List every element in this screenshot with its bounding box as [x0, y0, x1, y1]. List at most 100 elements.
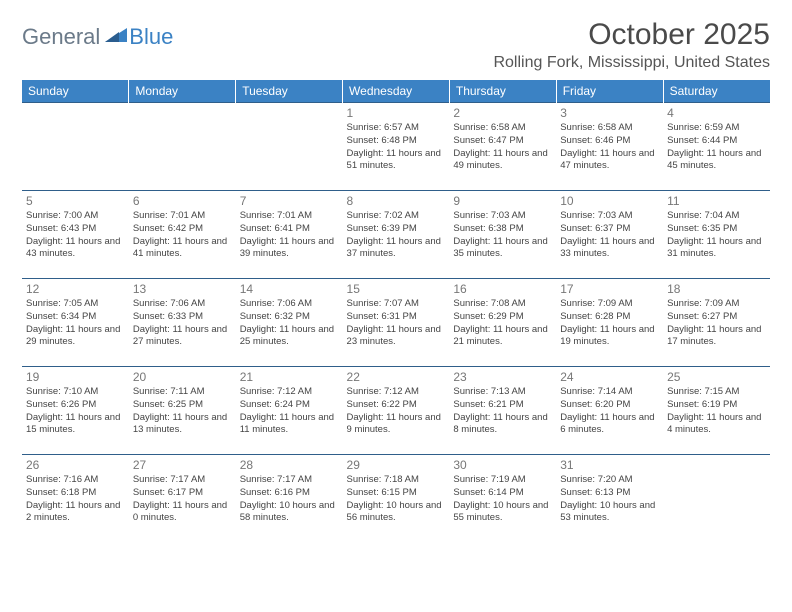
- calendar-day-cell: 22Sunrise: 7:12 AMSunset: 6:22 PMDayligh…: [343, 367, 450, 455]
- calendar-day-cell: 16 Sunrise: 7:08 AMSunset: 6:29 PMDayligh…: [449, 279, 556, 367]
- weekday-header: Tuesday: [236, 80, 343, 103]
- day-info: Sunrise: 7:05 AMSunset: 6:34 PMDaylight:…: [26, 298, 125, 349]
- calendar-day-cell: 18 Sunrise: 7:09 AMSunset: 6:27 PMDayligh…: [663, 279, 770, 367]
- day-info: Sunrise: 7:13 AMSunset: 6:21 PMDaylight:…: [453, 386, 552, 437]
- day-info: Sunrise: 6:57 AMSunset: 6:48 PMDaylight:…: [347, 122, 446, 173]
- day-info: Sunrise: 7:09 AMSunset: 6:27 PMDaylight:…: [667, 298, 766, 349]
- day-info: Sunrise: 6:59 AMSunset: 6:44 PMDaylight:…: [667, 122, 766, 173]
- day-number: 30: [453, 458, 552, 472]
- day-info: Sunrise: 7:04 AMSunset: 6:35 PMDaylight:…: [667, 210, 766, 261]
- calendar-day-cell: 10Sunrise: 7:03 AMSunset: 6:37 PMDayligh…: [556, 191, 663, 279]
- day-number: 29: [347, 458, 446, 472]
- calendar-empty-cell: [22, 103, 129, 191]
- day-info: Sunrise: 7:12 AMSunset: 6:24 PMDaylight:…: [240, 386, 339, 437]
- day-number: 27: [133, 458, 232, 472]
- day-info: Sunrise: 7:18 AMSunset: 6:15 PMDaylight:…: [347, 474, 446, 525]
- day-number: 28: [240, 458, 339, 472]
- day-info: Sunrise: 7:20 AMSunset: 6:13 PMDaylight:…: [560, 474, 659, 525]
- day-number: 13: [133, 282, 232, 296]
- calendar-empty-cell: [663, 455, 770, 543]
- logo-text-blue: Blue: [129, 24, 173, 50]
- day-info: Sunrise: 7:00 AMSunset: 6:43 PMDaylight:…: [26, 210, 125, 261]
- day-info: Sunrise: 7:09 AMSunset: 6:28 PMDaylight:…: [560, 298, 659, 349]
- calendar-empty-cell: [236, 103, 343, 191]
- calendar-day-cell: 8 Sunrise: 7:02 AMSunset: 6:39 PMDaylight…: [343, 191, 450, 279]
- month-title: October 2025: [493, 18, 770, 52]
- weekday-header: Wednesday: [343, 80, 450, 103]
- day-number: 19: [26, 370, 125, 384]
- day-number: 26: [26, 458, 125, 472]
- location: Rolling Fork, Mississippi, United States: [493, 54, 770, 72]
- day-info: Sunrise: 7:01 AMSunset: 6:41 PMDaylight:…: [240, 210, 339, 261]
- calendar-row: 1 Sunrise: 6:57 AMSunset: 6:48 PMDaylight…: [22, 103, 770, 191]
- calendar-day-cell: 24Sunrise: 7:14 AMSunset: 6:20 PMDayligh…: [556, 367, 663, 455]
- day-info: Sunrise: 7:06 AMSunset: 6:33 PMDaylight:…: [133, 298, 232, 349]
- weekday-header: Monday: [129, 80, 236, 103]
- day-number: 3: [560, 106, 659, 120]
- calendar-day-cell: 17Sunrise: 7:09 AMSunset: 6:28 PMDayligh…: [556, 279, 663, 367]
- day-info: Sunrise: 7:17 AMSunset: 6:17 PMDaylight:…: [133, 474, 232, 525]
- day-info: Sunrise: 7:01 AMSunset: 6:42 PMDaylight:…: [133, 210, 232, 261]
- calendar-day-cell: 27 Sunrise: 7:17 AMSunset: 6:17 PMDayligh…: [129, 455, 236, 543]
- day-number: 18: [667, 282, 766, 296]
- day-number: 5: [26, 194, 125, 208]
- weekday-header: Thursday: [449, 80, 556, 103]
- day-number: 6: [133, 194, 232, 208]
- calendar-header-row: SundayMondayTuesdayWednesdayThursdayFrid…: [22, 80, 770, 103]
- calendar-day-cell: 12 Sunrise: 7:05 AMSunset: 6:34 PMDayligh…: [22, 279, 129, 367]
- day-number: 15: [347, 282, 446, 296]
- calendar-table: SundayMondayTuesdayWednesdayThursdayFrid…: [22, 80, 770, 543]
- calendar-day-cell: 21Sunrise: 7:12 AMSunset: 6:24 PMDayligh…: [236, 367, 343, 455]
- calendar-day-cell: 26 Sunrise: 7:16 AMSunset: 6:18 PMDayligh…: [22, 455, 129, 543]
- calendar-day-cell: 7 Sunrise: 7:01 AMSunset: 6:41 PMDaylight…: [236, 191, 343, 279]
- day-number: 16: [453, 282, 552, 296]
- day-info: Sunrise: 7:03 AMSunset: 6:38 PMDaylight:…: [453, 210, 552, 261]
- logo-text-general: General: [22, 24, 100, 50]
- day-info: Sunrise: 7:11 AMSunset: 6:25 PMDaylight:…: [133, 386, 232, 437]
- weekday-header: Sunday: [22, 80, 129, 103]
- calendar-day-cell: 19Sunrise: 7:10 AMSunset: 6:26 PMDayligh…: [22, 367, 129, 455]
- day-number: 20: [133, 370, 232, 384]
- calendar-day-cell: 23Sunrise: 7:13 AMSunset: 6:21 PMDayligh…: [449, 367, 556, 455]
- day-info: Sunrise: 7:17 AMSunset: 6:16 PMDaylight:…: [240, 474, 339, 525]
- calendar-day-cell: 13 Sunrise: 7:06 AMSunset: 6:33 PMDayligh…: [129, 279, 236, 367]
- day-number: 7: [240, 194, 339, 208]
- day-info: Sunrise: 7:19 AMSunset: 6:14 PMDaylight:…: [453, 474, 552, 525]
- day-number: 2: [453, 106, 552, 120]
- calendar-row: 5 Sunrise: 7:00 AMSunset: 6:43 PMDaylight…: [22, 191, 770, 279]
- calendar-day-cell: 3 Sunrise: 6:58 AMSunset: 6:46 PMDaylight…: [556, 103, 663, 191]
- page-header: General Blue October 2025 Rolling Fork, …: [22, 18, 770, 72]
- day-info: Sunrise: 7:02 AMSunset: 6:39 PMDaylight:…: [347, 210, 446, 261]
- day-number: 8: [347, 194, 446, 208]
- weekday-header: Saturday: [663, 80, 770, 103]
- calendar-empty-cell: [129, 103, 236, 191]
- day-info: Sunrise: 7:08 AMSunset: 6:29 PMDaylight:…: [453, 298, 552, 349]
- calendar-day-cell: 9 Sunrise: 7:03 AMSunset: 6:38 PMDaylight…: [449, 191, 556, 279]
- calendar-day-cell: 30 Sunrise: 7:19 AMSunset: 6:14 PMDayligh…: [449, 455, 556, 543]
- calendar-body: 1 Sunrise: 6:57 AMSunset: 6:48 PMDaylight…: [22, 103, 770, 543]
- logo: General Blue: [22, 24, 173, 50]
- day-info: Sunrise: 7:15 AMSunset: 6:19 PMDaylight:…: [667, 386, 766, 437]
- calendar-day-cell: 31Sunrise: 7:20 AMSunset: 6:13 PMDayligh…: [556, 455, 663, 543]
- calendar-row: 19Sunrise: 7:10 AMSunset: 6:26 PMDayligh…: [22, 367, 770, 455]
- calendar-row: 26 Sunrise: 7:16 AMSunset: 6:18 PMDayligh…: [22, 455, 770, 543]
- calendar-day-cell: 1 Sunrise: 6:57 AMSunset: 6:48 PMDaylight…: [343, 103, 450, 191]
- calendar-day-cell: 6 Sunrise: 7:01 AMSunset: 6:42 PMDaylight…: [129, 191, 236, 279]
- day-info: Sunrise: 7:03 AMSunset: 6:37 PMDaylight:…: [560, 210, 659, 261]
- day-info: Sunrise: 7:07 AMSunset: 6:31 PMDaylight:…: [347, 298, 446, 349]
- day-number: 24: [560, 370, 659, 384]
- day-number: 25: [667, 370, 766, 384]
- calendar-day-cell: 25 Sunrise: 7:15 AMSunset: 6:19 PMDayligh…: [663, 367, 770, 455]
- day-info: Sunrise: 7:16 AMSunset: 6:18 PMDaylight:…: [26, 474, 125, 525]
- day-number: 9: [453, 194, 552, 208]
- calendar-day-cell: 28 Sunrise: 7:17 AMSunset: 6:16 PMDayligh…: [236, 455, 343, 543]
- calendar-day-cell: 20 Sunrise: 7:11 AMSunset: 6:25 PMDayligh…: [129, 367, 236, 455]
- day-number: 12: [26, 282, 125, 296]
- calendar-day-cell: 5 Sunrise: 7:00 AMSunset: 6:43 PMDaylight…: [22, 191, 129, 279]
- calendar-day-cell: 2Sunrise: 6:58 AMSunset: 6:47 PMDaylight…: [449, 103, 556, 191]
- day-number: 14: [240, 282, 339, 296]
- day-info: Sunrise: 6:58 AMSunset: 6:46 PMDaylight:…: [560, 122, 659, 173]
- day-number: 4: [667, 106, 766, 120]
- day-info: Sunrise: 7:12 AMSunset: 6:22 PMDaylight:…: [347, 386, 446, 437]
- day-number: 1: [347, 106, 446, 120]
